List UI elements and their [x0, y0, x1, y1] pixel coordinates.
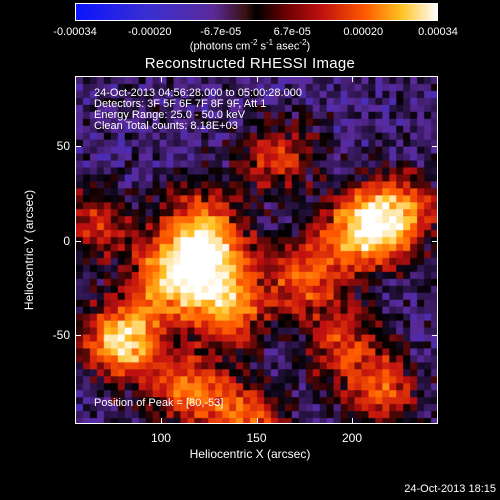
clean-counts-text: Clean Total counts: 8.18E+03 [94, 120, 238, 132]
y-axis-label: Heliocentric Y (arcsec) [22, 189, 36, 311]
rhessi-heatmap [76, 77, 437, 423]
colorbar-tick-label: 6.7e-05 [273, 26, 311, 38]
y-tick-mark [75, 145, 81, 147]
y-tick-label: 50 [56, 138, 70, 153]
time-range-text: 24-Oct-2013 04:56:28.000 to 05:00:28.000 [94, 87, 302, 99]
x-tick-mark [160, 418, 162, 424]
plot-area [75, 76, 438, 424]
colorbar-tick-label: 0.00034 [418, 26, 458, 38]
y-tick-mark [432, 240, 438, 242]
y-tick-mark [75, 240, 81, 242]
x-tick-mark [256, 418, 258, 424]
x-tick-mark [352, 76, 354, 82]
y-tick-mark [432, 145, 438, 147]
colorbar-tick-label: -0.00020 [128, 26, 172, 38]
x-axis-label: Heliocentric X (arcsec) [189, 447, 311, 461]
energy-range-text: Energy Range: 25.0 - 50.0 keV [94, 109, 246, 121]
colorbar-tick-label: 0.00020 [343, 26, 384, 38]
colorbar [75, 3, 438, 21]
x-tick-label: 200 [342, 431, 363, 445]
x-tick-mark [352, 418, 354, 424]
colorbar-units-label: (photons cm-2 s-1 asec-2) [189, 38, 311, 53]
y-tick-label: 0 [63, 233, 70, 248]
footer-timestamp: 24-Oct-2013 18:15 [404, 483, 496, 495]
peak-position-text: Position of Peak = [80,-53] [94, 397, 224, 409]
colorbar-tick-label: -6.7e-05 [200, 26, 242, 38]
plot-title: Reconstructed RHESSI Image [144, 55, 356, 72]
x-tick-label: 150 [246, 431, 267, 445]
x-tick-mark [160, 76, 162, 82]
colorbar-tick-label: -0.00034 [53, 26, 97, 38]
x-tick-mark [256, 76, 258, 82]
x-tick-label: 100 [150, 431, 171, 445]
detectors-text: Detectors: 3F 5F 6F 7F 8F 9F, Att 1 [94, 98, 267, 110]
y-tick-label: -50 [52, 328, 70, 343]
y-tick-mark [75, 335, 81, 337]
y-tick-mark [432, 335, 438, 337]
